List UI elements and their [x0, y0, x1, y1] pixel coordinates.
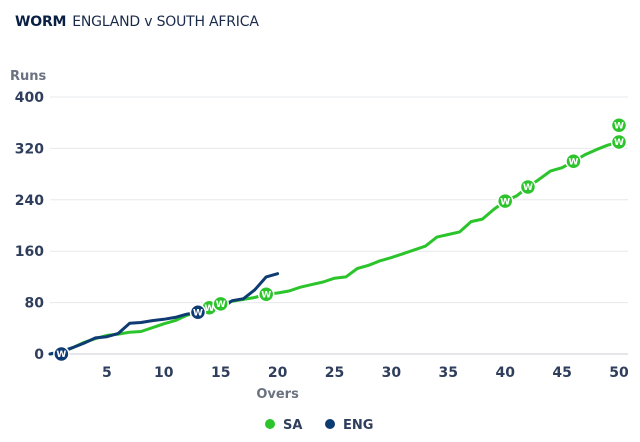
legend-item-sa: SA	[265, 418, 302, 433]
wicket-label: W	[261, 290, 271, 300]
chart-title-sub: ENGLAND v SOUTH AFRICA	[72, 14, 259, 30]
legend-swatch-eng	[325, 419, 335, 429]
wicket-circle	[610, 133, 628, 151]
wicket-circle	[257, 285, 275, 303]
wicket-marker-eng: W	[189, 303, 207, 321]
wicket-label: W	[523, 183, 533, 193]
wicket-circle	[53, 345, 70, 363]
x-tick-label: 30	[382, 365, 402, 381]
x-axis-title: Overs	[256, 387, 299, 402]
x-tick-label: 40	[495, 365, 515, 381]
wicket-label: W	[193, 308, 203, 318]
wicket-marker-sa: W	[496, 192, 514, 210]
x-tick-label: 10	[154, 365, 174, 381]
wicket-label: W	[569, 157, 579, 167]
wicket-circle	[496, 192, 514, 210]
x-tick-label: 5	[102, 365, 112, 381]
y-tick-label: 400	[15, 90, 44, 106]
wicket-marker-sa: W	[212, 295, 229, 313]
wicket-circle	[610, 117, 628, 134]
chart-title-main: WORM	[15, 14, 67, 30]
wicket-label: W	[614, 138, 624, 148]
wicket-label: W	[56, 350, 66, 360]
x-tick-label: 25	[325, 365, 344, 381]
y-tick-label: 80	[25, 296, 45, 312]
legend-label-eng: ENG	[343, 418, 373, 433]
y-tick-label: 0	[34, 347, 44, 363]
x-tick-label: 35	[439, 365, 458, 381]
wicket-circle	[189, 303, 207, 321]
x-tick-label: 50	[609, 365, 629, 381]
wicket-marker-sa: W	[565, 153, 582, 170]
wicket-circle	[212, 295, 229, 313]
y-tick-label: 160	[15, 244, 44, 260]
series-line-eng	[48, 272, 280, 356]
x-tick-label: 20	[268, 365, 288, 381]
legend-label-sa: SA	[283, 418, 302, 433]
wicket-label: W	[614, 121, 624, 131]
wicket-label: W	[500, 197, 510, 207]
chart-title: WORM ENGLAND v SOUTH AFRICA	[15, 14, 259, 30]
y-axis-title: Runs	[10, 69, 47, 84]
wicket-marker-sa: W	[257, 285, 275, 303]
wicket-label: W	[204, 304, 214, 314]
y-tick-label: 240	[15, 193, 44, 209]
y-tick-label: 320	[15, 141, 44, 157]
legend-item-eng: ENG	[325, 418, 373, 433]
x-tick-label: 45	[552, 365, 571, 381]
wicket-marker-eng: W	[53, 345, 70, 363]
wicket-circle	[519, 178, 537, 196]
wicket-circle	[565, 153, 582, 170]
legend-swatch-sa	[265, 419, 275, 429]
wicket-marker-sa: W	[519, 178, 537, 196]
x-tick-label: 15	[211, 365, 230, 381]
wicket-marker-sa: W	[610, 117, 628, 134]
wicket-marker-sa: W	[610, 133, 628, 151]
wicket-label: W	[216, 300, 226, 310]
